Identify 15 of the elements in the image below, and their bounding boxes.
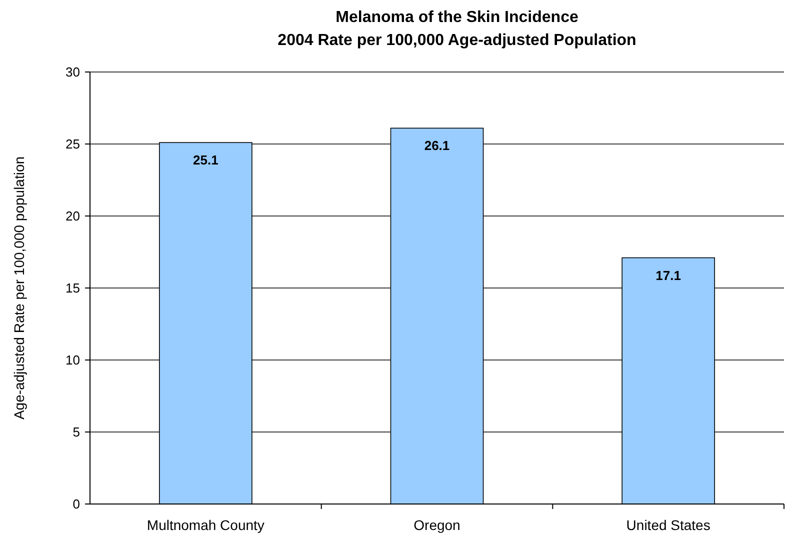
y-tick-label: 0 (72, 496, 80, 512)
y-tick-label: 20 (66, 208, 80, 224)
y-tick-label: 30 (66, 64, 80, 80)
chart-title: Melanoma of the Skin Incidence 2004 Rate per 100,000 Age-adjusted Population (278, 9, 636, 49)
data-label: 17.1 (656, 268, 681, 283)
y-tick-label: 10 (66, 352, 80, 368)
x-tick-label: Oregon (414, 517, 460, 533)
data-label: 26.1 (424, 138, 450, 154)
y-tick-label: 25 (66, 136, 80, 152)
y-axis-title: Age-adjusted Rate per 100,000 population (11, 156, 27, 420)
data-label: 25.1 (193, 152, 218, 168)
x-tick-label: Multnomah County (146, 517, 264, 533)
y-tick-label: 15 (66, 280, 80, 296)
y-tick-label: 5 (72, 424, 80, 440)
x-tick-label: United States (626, 517, 710, 533)
